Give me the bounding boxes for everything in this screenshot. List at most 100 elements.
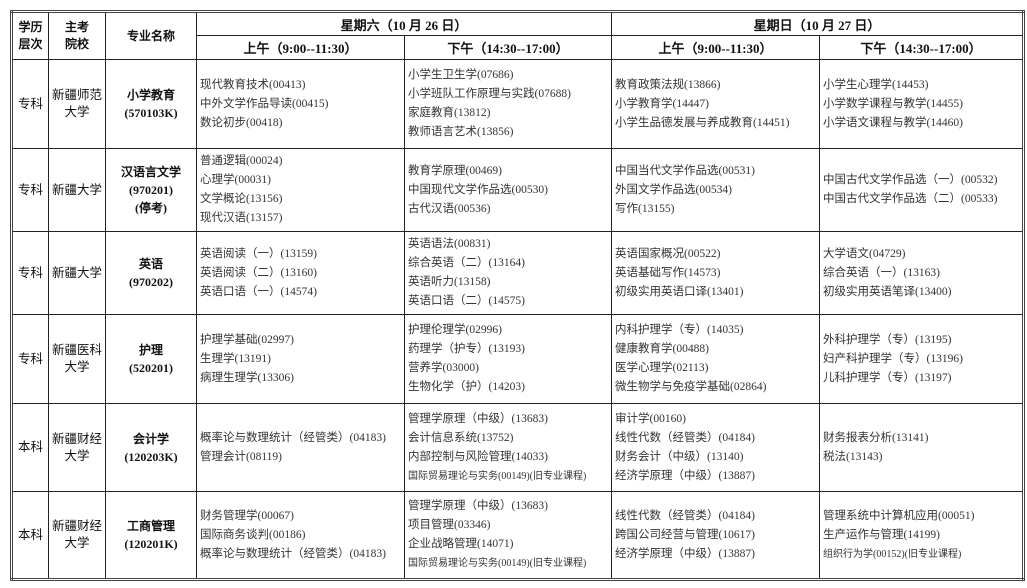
session-cell: 中国古代文学作品选（一）(00532) 中国古代文学作品选（二）(00533) — [819, 148, 1024, 232]
session-cell: 英语语法(00831) 综合英语（二）(13164) 英语听力(13158) 英语口语… — [404, 231, 612, 315]
major-cell: 英语 (970202) — [105, 231, 197, 315]
school-text: 新疆大学 — [51, 265, 102, 280]
course-item: 综合英语（二）(13164) — [408, 257, 525, 269]
major-cell: 护理 (520201) — [105, 314, 197, 404]
course-item: 写作(13155) — [615, 202, 675, 215]
major-text: 小学教育 — [126, 88, 175, 102]
course-item: 生物化学（护）(14203) — [408, 381, 525, 393]
course-item: 生理学(13191) — [200, 352, 271, 365]
course-item: 英语语法(00831) — [408, 238, 491, 250]
major-text: (520201) — [129, 361, 173, 375]
major-text: 英语 — [138, 257, 163, 271]
session-cell: 英语国家概况(00522) 英语基础写作(14573) 初级实用英语口译(13401… — [611, 231, 820, 315]
table-row: 专科 新疆大学 英语 (970202) 英语阅读（一）(13159) 英语阅读（二）(13… — [11, 231, 1024, 315]
level-text: 专科 — [17, 351, 43, 366]
session-cell: 护理伦理学(02996) 药理学（护专）(13193) 营养学(03000) 生物化学… — [404, 314, 612, 404]
course-item: 国际贸易理论与实务(00149)(旧专业课程) — [408, 470, 587, 482]
course-item: 家庭教育(13812) — [408, 107, 491, 119]
course-item: 财务会计（中级）(13140) — [615, 450, 744, 463]
major-text: (停考) — [135, 201, 167, 215]
course-item: 护理伦理学(02996) — [408, 324, 502, 336]
session-cell: 内科护理学（专）(14035) 健康教育学(00488) 医学心理学(02113) 微… — [611, 314, 820, 404]
course-item: 内科护理学（专）(14035) — [615, 324, 744, 336]
level-cell: 专科 — [11, 314, 49, 404]
table-row: 专科 新疆大学 汉语言文学 (970201) (停考) 普通逻辑(00024) 心理学(00… — [11, 148, 1024, 232]
level-cell: 本科 — [11, 491, 49, 580]
session-cell: 现代教育技术(00413) 中外文学作品导读(00415) 数论初步(00418) — [196, 59, 405, 149]
major-text: (120201K) — [124, 537, 178, 551]
course-item: 古代汉语(00536) — [408, 202, 491, 215]
course-item: 小学数学课程与教学(14455) — [823, 97, 963, 110]
course-item: 小学语文课程与教学(14460) — [823, 116, 963, 129]
session-cell: 外科护理学（专）(13195) 妇产科护理学（专）(13196) 儿科护理学（专）(… — [819, 314, 1024, 404]
course-item: 中国古代文学作品选（一）(00532) — [823, 174, 998, 186]
major-text: 护理 — [138, 343, 163, 357]
session-cell: 教育政策法规(13866) 小学教育学(14447) 小学生品德发展与养成教育(14… — [611, 59, 820, 149]
header-school-line: 主考 — [64, 20, 89, 34]
level-text: 专科 — [17, 96, 43, 111]
header-session: 下午（14:30--17:00） — [819, 35, 1024, 60]
session-cell: 小学生心理学(14453) 小学数学课程与教学(14455) 小学语文课程与教学(1… — [819, 59, 1024, 149]
course-item: 中国古代文学作品选（二）(00533) — [823, 193, 998, 205]
header-level-line: 学历 — [18, 20, 43, 34]
course-item: 外科护理学（专）(13195) — [823, 333, 952, 346]
school-cell: 新疆财经 大学 — [48, 491, 106, 580]
major-cell: 汉语言文学 (970201) (停考) — [105, 148, 197, 232]
session-cell: 小学生卫生学(07686) 小学班队工作原理与实践(07688) 家庭教育(1381… — [404, 59, 612, 149]
school-text: 新疆大学 — [51, 182, 102, 197]
level-cell: 专科 — [11, 231, 49, 315]
course-item: 英语口语（一）(14574) — [200, 285, 317, 298]
course-item: 大学语文(04729) — [823, 247, 906, 260]
course-item: 国际商务谈判(00186) — [200, 528, 306, 541]
course-item: 药理学（护专）(13193) — [408, 343, 525, 355]
session-cell: 管理系统中计算机应用(00051) 生产运作与管理(14199) 组织行为学(001… — [819, 491, 1024, 580]
course-item: 生产运作与管理(14199) — [823, 528, 940, 541]
header-session: 下午（14:30--17:00） — [404, 35, 612, 60]
session-cell: 管理学原理（中级）(13683) 会计信息系统(13752) 内部控制与风险管理(1… — [404, 403, 612, 492]
course-item: 财务管理学(00067) — [200, 509, 294, 522]
course-item: 教育政策法规(13866) — [615, 78, 721, 91]
course-item: 中国当代文学作品选(00531) — [615, 164, 755, 177]
course-item: 内部控制与风险管理(14033) — [408, 450, 548, 463]
school-cell: 新疆大学 — [48, 231, 106, 315]
session-cell: 大学语文(04729) 综合英语（一）(13163) 初级实用英语笔译(13400) — [819, 231, 1024, 315]
course-item: 护理学基础(02997) — [200, 333, 294, 346]
course-item: 小学班队工作原理与实践(07688) — [408, 88, 571, 100]
course-item: 会计信息系统(13752) — [408, 431, 514, 444]
course-item: 英语阅读（一）(13159) — [200, 247, 317, 260]
course-item: 妇产科护理学（专）(13196) — [823, 352, 963, 365]
course-item: 现代汉语(13157) — [200, 212, 283, 224]
header-level: 学历 层次 — [11, 11, 49, 60]
course-item: 现代教育技术(00413) — [200, 78, 306, 91]
school-text: 新疆师范 — [51, 88, 102, 102]
level-text: 本科 — [17, 440, 43, 454]
header-school: 主考 院校 — [48, 11, 106, 60]
level-cell: 本科 — [11, 403, 49, 492]
course-item: 经济学原理（中级）(13887) — [615, 469, 755, 482]
course-item: 教师语言艺术(13856) — [408, 126, 514, 138]
school-text: 新疆财经 — [51, 519, 102, 533]
course-item: 英语国家概况(00522) — [615, 247, 721, 260]
header-day-saturday: 星期六（10 月 26 日） — [196, 11, 612, 36]
course-item: 初级实用英语笔译(13400) — [823, 285, 952, 298]
exam-schedule-table: 学历 层次 主考 院校 专业名称 星期六（10 月 26 日） 星期日（10 月 2… — [10, 10, 1025, 581]
course-item: 数论初步(00418) — [200, 116, 283, 129]
school-cell: 新疆医科 大学 — [48, 314, 106, 404]
school-cell: 新疆财经 大学 — [48, 403, 106, 492]
course-item: 健康教育学(00488) — [615, 343, 709, 355]
major-cell: 小学教育 (570103K) — [105, 59, 197, 149]
course-item: 英语基础写作(14573) — [615, 266, 721, 279]
course-item: 小学生心理学(14453) — [823, 78, 929, 91]
course-item: 文学概论(13156) — [200, 193, 283, 205]
major-text: (120203K) — [124, 449, 178, 464]
level-cell: 专科 — [11, 148, 49, 232]
course-item: 微生物学与免疫学基础(02864) — [615, 381, 767, 393]
school-text: 新疆财经 — [51, 431, 102, 446]
course-item: 跨国公司经营与管理(10617) — [615, 528, 755, 541]
header-session: 上午（9:00--11:30） — [611, 35, 820, 60]
header-session: 上午（9:00--11:30） — [196, 35, 405, 60]
course-item: 小学生品德发展与养成教育(14451) — [615, 116, 790, 129]
school-text: 新疆医科 — [51, 343, 102, 357]
course-item: 教育学原理(00469) — [408, 164, 502, 177]
course-item: 管理系统中计算机应用(00051) — [823, 509, 975, 522]
